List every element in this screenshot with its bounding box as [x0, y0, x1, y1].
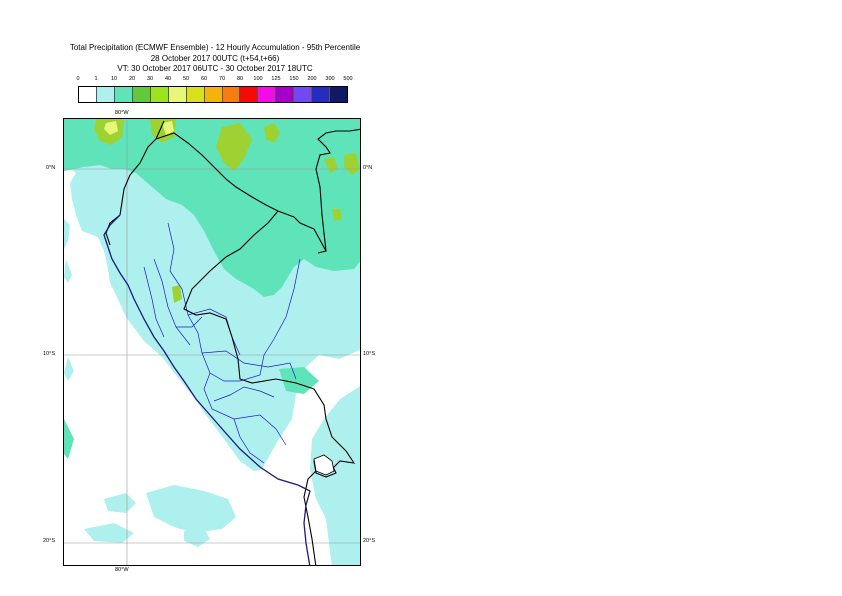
- title-line-3: VT: 30 October 2017 06UTC - 30 October 2…: [117, 64, 313, 73]
- legend-threshold-label: 10: [110, 76, 118, 82]
- legend-swatch-1: [96, 87, 115, 102]
- legend-swatch-6: [186, 87, 205, 102]
- legend-threshold-label: 30: [146, 76, 154, 82]
- legend-swatch-11: [276, 87, 295, 102]
- lake-titicaca: [313, 454, 335, 476]
- lat-label-20s-left: 20°S: [43, 538, 55, 544]
- lat-label-10s-right: 10°S: [363, 351, 375, 357]
- legend-swatch-10: [258, 87, 277, 102]
- map-canvas: [64, 119, 360, 565]
- legend-threshold-label: 300: [325, 76, 335, 82]
- legend-color-bar: [78, 86, 348, 103]
- lon-label-top: 80°W: [115, 110, 129, 116]
- lat-label-10s-left: 10°S: [43, 351, 55, 357]
- legend-threshold-label: 500: [343, 76, 353, 82]
- legend-threshold-label: 60: [200, 76, 208, 82]
- legend-threshold-label: 20: [128, 76, 136, 82]
- legend-swatch-3: [132, 87, 151, 102]
- coastline: [103, 214, 311, 565]
- legend-swatch-9: [240, 87, 259, 102]
- legend-threshold-label: 70: [218, 76, 226, 82]
- title-line-2: 28 October 2017 00UTC (t+54,t+66): [150, 53, 280, 63]
- legend-threshold-label: 80: [236, 76, 244, 82]
- legend-threshold-label: 50: [182, 76, 190, 82]
- lat-label-20s-right: 20°S: [363, 538, 375, 544]
- legend-threshold-label: 0: [76, 76, 80, 82]
- lat-label-0n-left: 0°N: [46, 165, 56, 171]
- legend-swatch-0: [79, 87, 97, 102]
- legend-threshold-label: 125: [271, 76, 281, 82]
- lon-label-bottom: 80°W: [115, 567, 129, 573]
- legend-threshold-label: 40: [164, 76, 172, 82]
- title-line-1: Total Precipitation (ECMWF Ensemble) - 1…: [69, 43, 361, 52]
- legend-swatch-8: [222, 87, 241, 102]
- map-title: Total Precipitation (ECMWF Ensemble) - 1…: [30, 43, 400, 75]
- legend-swatch-13: [312, 87, 331, 102]
- legend-threshold-label: 100: [253, 76, 263, 82]
- legend-swatch-7: [204, 87, 223, 102]
- legend-threshold-label: 150: [289, 76, 299, 82]
- legend-threshold-label: 200: [307, 76, 317, 82]
- legend-swatch-12: [294, 87, 313, 102]
- legend-swatch-14: [330, 87, 348, 102]
- precipitation-legend: 0 1 10 20 30 40 50 60 70 80 100 125 150 200 300 500: [76, 76, 353, 103]
- region-boundaries: [143, 222, 301, 464]
- legend-swatch-4: [150, 87, 169, 102]
- legend-swatch-5: [168, 87, 187, 102]
- precip-field-yellow: [104, 121, 174, 135]
- map-panel[interactable]: [63, 118, 361, 566]
- legend-swatch-2: [114, 87, 133, 102]
- legend-threshold-label: 1: [94, 76, 98, 82]
- legend-threshold-labels: 0 1 10 20 30 40 50 60 70 80 100 125 150 200 300 500: [76, 76, 352, 86]
- lat-label-0n-right: 0°N: [363, 165, 373, 171]
